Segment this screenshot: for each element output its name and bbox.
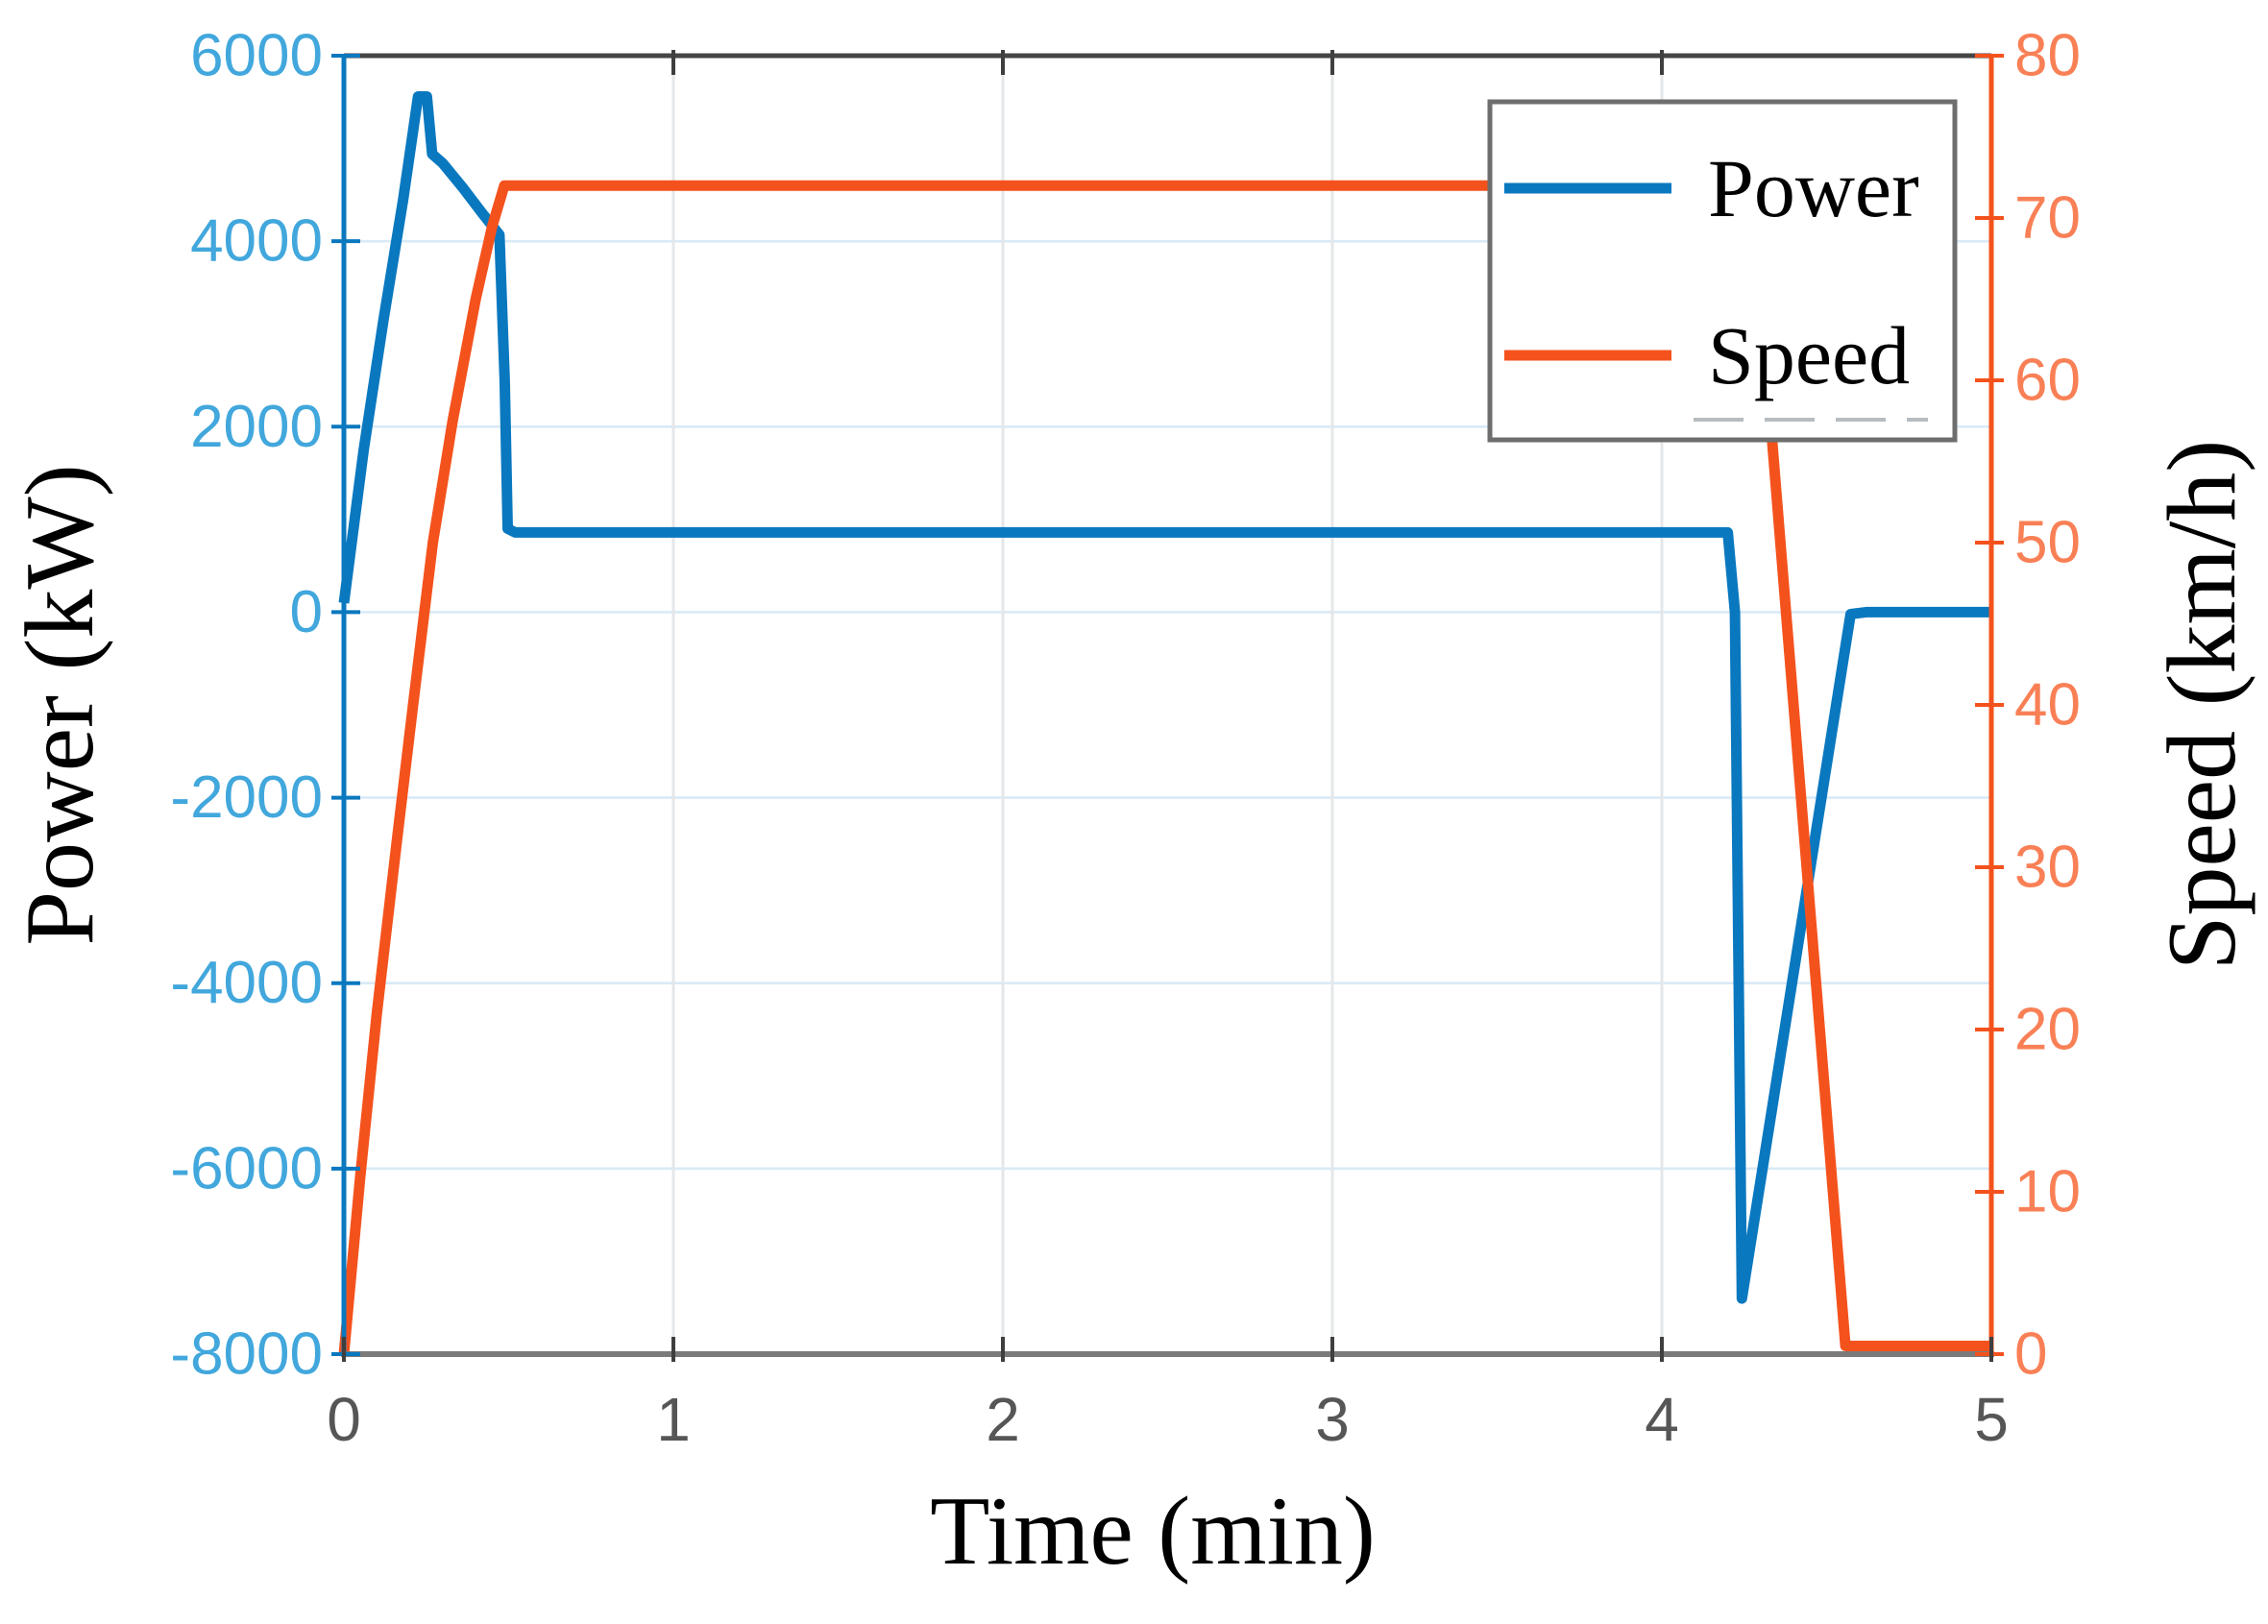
- y-axis-left-label: Power (kW): [6, 464, 114, 945]
- y-left-tick-label: -6000: [170, 1135, 323, 1201]
- y-right-tick-label: 80: [2014, 23, 2081, 89]
- x-axis-label: Time (min): [930, 1477, 1376, 1586]
- y-right-tick-label: 10: [2014, 1159, 2081, 1225]
- y-left-tick-label: 0: [290, 579, 323, 645]
- y-right-tick-label: 50: [2014, 510, 2081, 576]
- axes: [331, 50, 2004, 1362]
- x-tick-label: 1: [656, 1385, 691, 1454]
- legend-label-power: Power: [1708, 142, 1919, 234]
- tick-labels: 6000400020000-2000-4000-6000-80008070605…: [170, 23, 2081, 1455]
- y-left-tick-label: 6000: [190, 23, 323, 89]
- x-tick-label: 3: [1315, 1385, 1350, 1454]
- x-tick-label: 2: [986, 1385, 1020, 1454]
- y-left-tick-label: -8000: [170, 1321, 323, 1388]
- y-left-tick-label: -2000: [170, 764, 323, 831]
- legend-label-speed: Speed: [1708, 309, 1910, 401]
- y-left-tick-label: 4000: [190, 208, 323, 275]
- y-axis-right-label: Speed (km/h): [2148, 440, 2256, 970]
- y-left-tick-label: -4000: [170, 950, 323, 1016]
- y-right-tick-label: 0: [2014, 1321, 2047, 1388]
- y-right-tick-label: 70: [2014, 185, 2081, 252]
- y-left-tick-label: 2000: [190, 394, 323, 460]
- legend-box: [1487, 99, 1958, 443]
- y-right-tick-label: 40: [2014, 672, 2081, 739]
- x-tick-label: 5: [1974, 1385, 2009, 1454]
- y-right-tick-label: 60: [2014, 348, 2081, 414]
- legend: Power Speed: [1487, 99, 1958, 443]
- x-tick-label: 0: [327, 1385, 361, 1454]
- y-right-tick-label: 30: [2014, 835, 2081, 901]
- x-tick-label: 4: [1645, 1385, 1679, 1454]
- gridlines: [344, 56, 1991, 1354]
- y-right-tick-label: 20: [2014, 997, 2081, 1063]
